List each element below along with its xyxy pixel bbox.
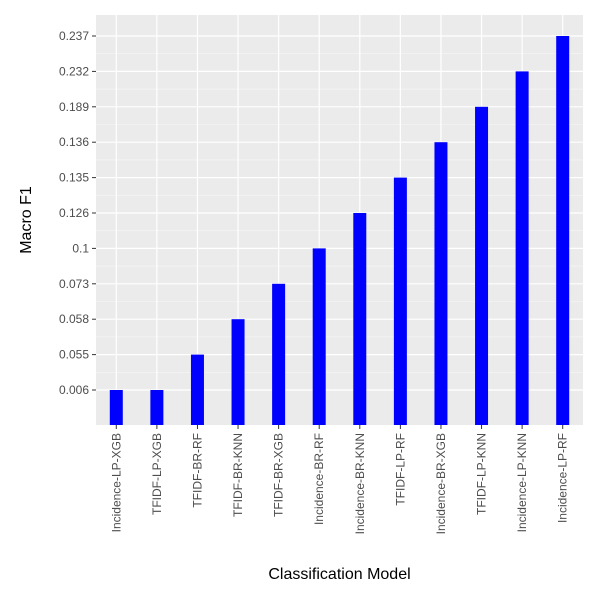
y-tick-label: 0.232 xyxy=(59,64,89,78)
bar-tfidf-lp-knn xyxy=(475,106,489,426)
y-tick-label: 0.126 xyxy=(59,206,89,220)
x-tick-label: TFIDF-BR-XGB xyxy=(272,433,286,517)
y-tick-label: 0.006 xyxy=(59,383,89,397)
y-axis-title: Macro F1 xyxy=(18,186,35,254)
y-tick-label: 0.1 xyxy=(72,241,89,255)
plot-panel xyxy=(96,15,583,425)
x-tick-label: TFIDF-LP-RF xyxy=(393,433,407,506)
bar-incidence-lp-xgb xyxy=(109,390,123,425)
x-tick-label: Incidence-BR-KNN xyxy=(353,433,367,534)
y-tick-label: 0.136 xyxy=(59,135,89,149)
x-tick-label: Incidence-BR-RF xyxy=(312,433,326,525)
x-tick-label: TFIDF-LP-XGB xyxy=(150,433,164,515)
bar-incidence-lp-rf xyxy=(556,36,570,425)
x-tick-label: TFIDF-LP-KNN xyxy=(475,433,489,515)
bar-incidence-lp-knn xyxy=(515,71,529,426)
bars xyxy=(109,36,570,426)
bar-incidence-br-rf xyxy=(312,248,326,425)
x-tick-label: Incidence-LP-KNN xyxy=(515,433,529,532)
y-tick-label: 0.073 xyxy=(59,277,89,291)
y-tick-label: 0.189 xyxy=(59,100,89,114)
x-tick-label: Incidence-LP-RF xyxy=(556,433,570,523)
x-axis-title: Classification Model xyxy=(268,566,410,583)
y-tick-label: 0.058 xyxy=(59,312,89,326)
bar-tfidf-br-rf xyxy=(190,354,204,425)
x-tick-label: TFIDF-BR-RF xyxy=(190,433,204,508)
x-tick-label: Incidence-BR-XGB xyxy=(434,433,448,534)
bar-tfidf-lp-rf xyxy=(393,177,407,425)
x-tick-label: TFIDF-BR-KNN xyxy=(231,433,245,517)
bar-tfidf-lp-xgb xyxy=(150,390,164,425)
bar-incidence-br-knn xyxy=(353,213,367,425)
bar-tfidf-br-xgb xyxy=(272,283,286,425)
bar-tfidf-br-knn xyxy=(231,319,245,425)
y-tick-label: 0.237 xyxy=(59,29,89,43)
y-tick-label: 0.135 xyxy=(59,171,89,185)
y-axis: 0.006 0.055 0.058 0.073 0.1 0.126 0.135 0.136 0.… xyxy=(59,29,96,397)
x-tick-label: Incidence-LP-XGB xyxy=(109,433,123,532)
x-axis: Incidence-LP-XGB TFIDF-LP-XGB TFIDF-BR-RF T… xyxy=(109,425,570,534)
y-tick-label: 0.055 xyxy=(59,348,89,362)
minor-gridlines xyxy=(96,53,583,373)
bar-incidence-br-xgb xyxy=(434,142,448,425)
